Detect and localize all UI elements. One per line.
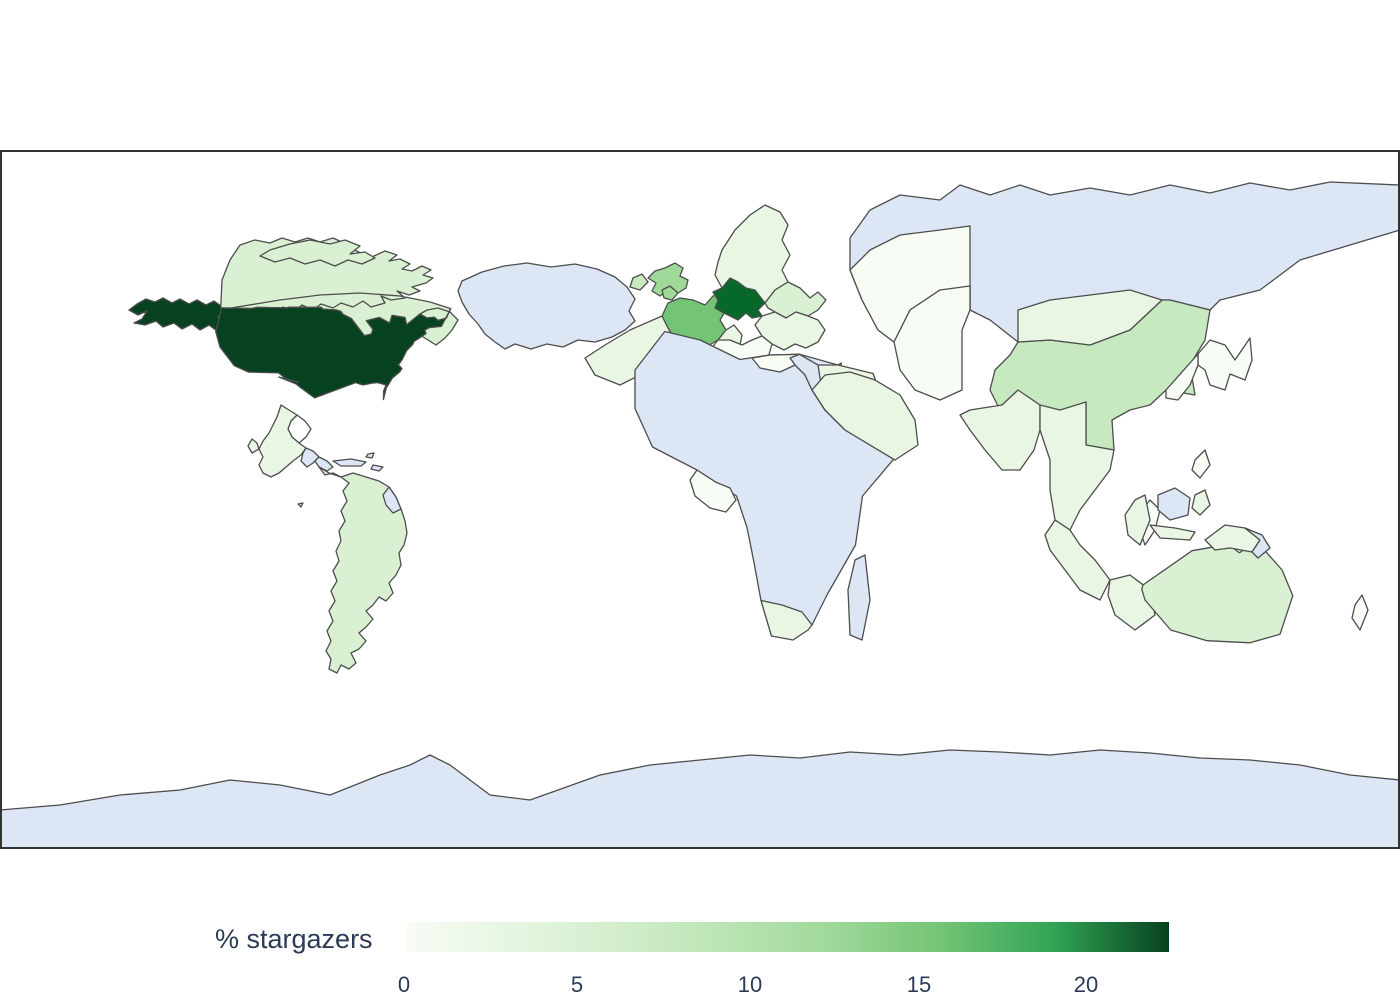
- svg-text:% stargazers: % stargazers: [215, 924, 373, 954]
- svg-text:15: 15: [907, 972, 931, 997]
- svg-text:5: 5: [571, 972, 583, 997]
- svg-text:0: 0: [398, 972, 410, 997]
- svg-text:20: 20: [1074, 972, 1098, 997]
- svg-text:10: 10: [738, 972, 762, 997]
